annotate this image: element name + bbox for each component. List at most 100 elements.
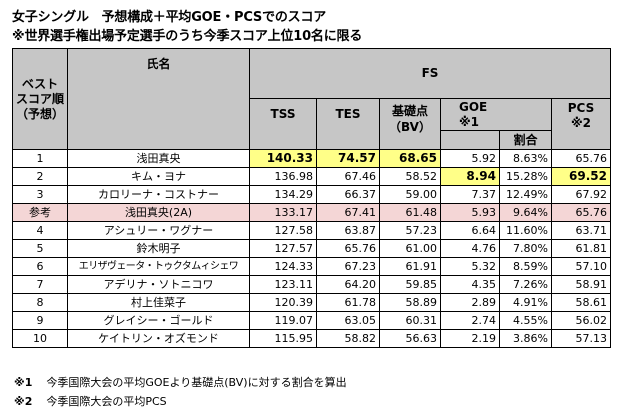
pcs-cell: 63.71 [551, 221, 611, 240]
pcs-cell: 57.13 [551, 329, 611, 348]
goe-cell: 5.92 [440, 149, 500, 168]
rank-cell: 参考 [12, 203, 68, 222]
goe-cell: 4.35 [440, 275, 500, 294]
rank-cell: 10 [12, 329, 68, 348]
tss-cell: 134.29 [249, 185, 317, 204]
bv-cell: 61.00 [379, 239, 441, 258]
tss-cell: 136.98 [249, 167, 317, 186]
ratio-cell: 9.64% [499, 203, 552, 222]
tes-cell: 67.46 [316, 167, 380, 186]
footnote-1: ※1 今季国際大会の平均GOEより基礎点(BV)に対する割合を算出 [14, 374, 347, 390]
tes-cell: 67.41 [316, 203, 380, 222]
name-cell: 村上佳菜子 [67, 293, 250, 312]
table-row: 6 エリザヴェータ・トゥクタムィシェワ 124.33 67.23 61.91 5… [12, 257, 611, 276]
goe-cell: 8.94 [440, 167, 500, 186]
goe-cell: 2.74 [440, 311, 500, 330]
tes-cell: 64.20 [316, 275, 380, 294]
pcs-cell: 65.76 [551, 149, 611, 168]
pcs-cell: 58.91 [551, 275, 611, 294]
page-title: 女子シングル 予想構成＋平均GOE・PCSでのスコア [12, 10, 327, 25]
bv-cell: 58.89 [379, 293, 441, 312]
table-row: 9 グレイシー・ゴールド 119.07 63.05 60.31 2.74 4.5… [12, 311, 611, 330]
pcs-cell: 67.92 [551, 185, 611, 204]
fs-header: FS [249, 48, 611, 99]
goe-cell: 2.89 [440, 293, 500, 312]
pcs-cell: 56.02 [551, 311, 611, 330]
table-row: 1 浅田真央 140.33 74.57 68.65 5.92 8.63% 65.… [12, 149, 611, 168]
bv-cell: 59.00 [379, 185, 441, 204]
tes-cell: 61.78 [316, 293, 380, 312]
tss-cell: 120.39 [249, 293, 317, 312]
rank-cell: 4 [12, 221, 68, 240]
tss-cell: 123.11 [249, 275, 317, 294]
goe-header: GOE ※1 [440, 97, 552, 132]
tes-cell: 66.37 [316, 185, 380, 204]
table-row: 5 鈴木明子 127.57 65.76 61.00 4.76 7.80% 61.… [12, 239, 611, 258]
goe-cell: 7.37 [440, 185, 500, 204]
tss-header: TSS [249, 98, 317, 150]
pcs-cell: 69.52 [551, 167, 611, 186]
rank-cell: 6 [12, 257, 68, 276]
rank-cell: 2 [12, 167, 68, 186]
goe-cell: 2.19 [440, 329, 500, 348]
rank-cell: 1 [12, 149, 68, 168]
page-subtitle: ※世界選手権出場予定選手のうち今季スコア上位10名に限る [12, 29, 363, 44]
bv-cell: 59.85 [379, 275, 441, 294]
table-row: 8 村上佳菜子 120.39 61.78 58.89 2.89 4.91% 58… [12, 293, 611, 312]
ratio-cell: 8.63% [499, 149, 552, 168]
table-row-reference: 参考 浅田真央(2A) 133.17 67.41 61.48 5.93 9.64… [12, 203, 611, 222]
bv-cell: 57.23 [379, 221, 441, 240]
ratio-cell: 11.60% [499, 221, 552, 240]
name-cell: 浅田真央(2A) [67, 203, 250, 222]
name-cell: 鈴木明子 [67, 239, 250, 258]
ratio-cell: 7.80% [499, 239, 552, 258]
tes-cell: 74.57 [316, 149, 380, 168]
rank-header: ベスト スコア順 （予想） [12, 48, 68, 150]
tss-cell: 127.57 [249, 239, 317, 258]
tss-cell: 124.33 [249, 257, 317, 276]
table-row: 3 カロリーナ・コストナー 134.29 66.37 59.00 7.37 12… [12, 185, 611, 204]
bv-cell: 58.52 [379, 167, 441, 186]
tes-cell: 67.23 [316, 257, 380, 276]
rank-cell: 9 [12, 311, 68, 330]
footnote-2: ※2 今季国際大会の平均PCS [14, 393, 167, 409]
tss-cell: 127.58 [249, 221, 317, 240]
goe-cell: 4.76 [440, 239, 500, 258]
tes-cell: 58.82 [316, 329, 380, 348]
tes-cell: 63.87 [316, 221, 380, 240]
name-cell: ケイトリン・オズモンド [67, 329, 250, 348]
name-cell: 浅田真央 [67, 149, 250, 168]
goe-cell: 6.64 [440, 221, 500, 240]
goe-cell: 5.32 [440, 257, 500, 276]
bv-header: 基礎点 （BV） [379, 98, 441, 150]
tss-cell: 140.33 [249, 149, 317, 168]
ratio-cell: 8.59% [499, 257, 552, 276]
pcs-cell: 65.76 [551, 203, 611, 222]
tes-cell: 65.76 [316, 239, 380, 258]
bv-cell: 68.65 [379, 149, 441, 168]
ratio-cell: 12.49% [499, 185, 552, 204]
goe-cell: 5.93 [440, 203, 500, 222]
name-cell: エリザヴェータ・トゥクタムィシェワ [67, 257, 250, 276]
bv-cell: 61.48 [379, 203, 441, 222]
pcs-header: PCS ※2 [551, 98, 611, 150]
table-row: 2 キム・ヨナ 136.98 67.46 58.52 8.94 15.28% 6… [12, 167, 611, 186]
name-cell: カロリーナ・コストナー [67, 185, 250, 204]
rank-cell: 3 [12, 185, 68, 204]
pcs-cell: 61.81 [551, 239, 611, 258]
table-row: 10 ケイトリン・オズモンド 115.95 58.82 56.63 2.19 3… [12, 329, 611, 348]
bv-cell: 60.31 [379, 311, 441, 330]
tes-cell: 63.05 [316, 311, 380, 330]
tes-header: TES [316, 98, 380, 150]
name-cell: アシュリー・ワグナー [67, 221, 250, 240]
ratio-header: 割合 [499, 130, 552, 150]
pcs-cell: 58.61 [551, 293, 611, 312]
name-cell: キム・ヨナ [67, 167, 250, 186]
bv-cell: 56.63 [379, 329, 441, 348]
rank-cell: 5 [12, 239, 68, 258]
rank-cell: 8 [12, 293, 68, 312]
ratio-cell: 15.28% [499, 167, 552, 186]
name-cell: アデリナ・ソトニコワ [67, 275, 250, 294]
ratio-cell: 7.26% [499, 275, 552, 294]
footnote-mark: ※2 [14, 395, 33, 408]
